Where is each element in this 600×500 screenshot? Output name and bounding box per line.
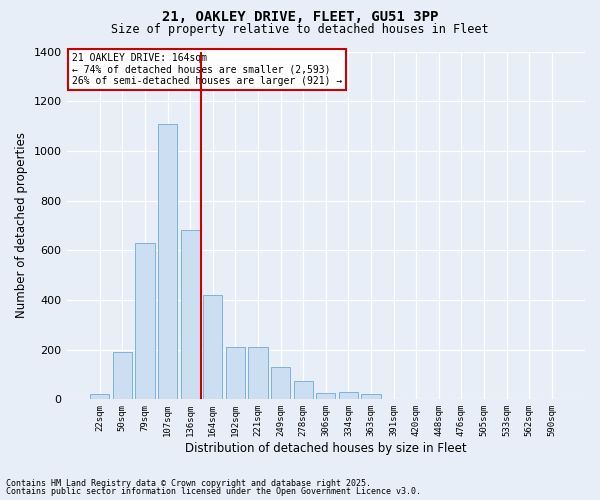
Text: Contains public sector information licensed under the Open Government Licence v3: Contains public sector information licen… bbox=[6, 487, 421, 496]
Bar bbox=[248, 347, 268, 400]
Text: Size of property relative to detached houses in Fleet: Size of property relative to detached ho… bbox=[111, 22, 489, 36]
Bar bbox=[271, 367, 290, 400]
Text: 21, OAKLEY DRIVE, FLEET, GU51 3PP: 21, OAKLEY DRIVE, FLEET, GU51 3PP bbox=[162, 10, 438, 24]
Bar bbox=[136, 243, 155, 400]
Bar bbox=[293, 380, 313, 400]
Bar bbox=[113, 352, 132, 400]
Bar bbox=[181, 230, 200, 400]
Bar bbox=[316, 393, 335, 400]
Text: 21 OAKLEY DRIVE: 164sqm
← 74% of detached houses are smaller (2,593)
26% of semi: 21 OAKLEY DRIVE: 164sqm ← 74% of detache… bbox=[72, 53, 342, 86]
X-axis label: Distribution of detached houses by size in Fleet: Distribution of detached houses by size … bbox=[185, 442, 467, 455]
Bar bbox=[361, 394, 380, 400]
Bar bbox=[339, 392, 358, 400]
Bar bbox=[226, 347, 245, 400]
Bar bbox=[203, 295, 223, 400]
Y-axis label: Number of detached properties: Number of detached properties bbox=[15, 132, 28, 318]
Bar bbox=[158, 124, 177, 400]
Bar bbox=[90, 394, 109, 400]
Text: Contains HM Land Registry data © Crown copyright and database right 2025.: Contains HM Land Registry data © Crown c… bbox=[6, 478, 371, 488]
